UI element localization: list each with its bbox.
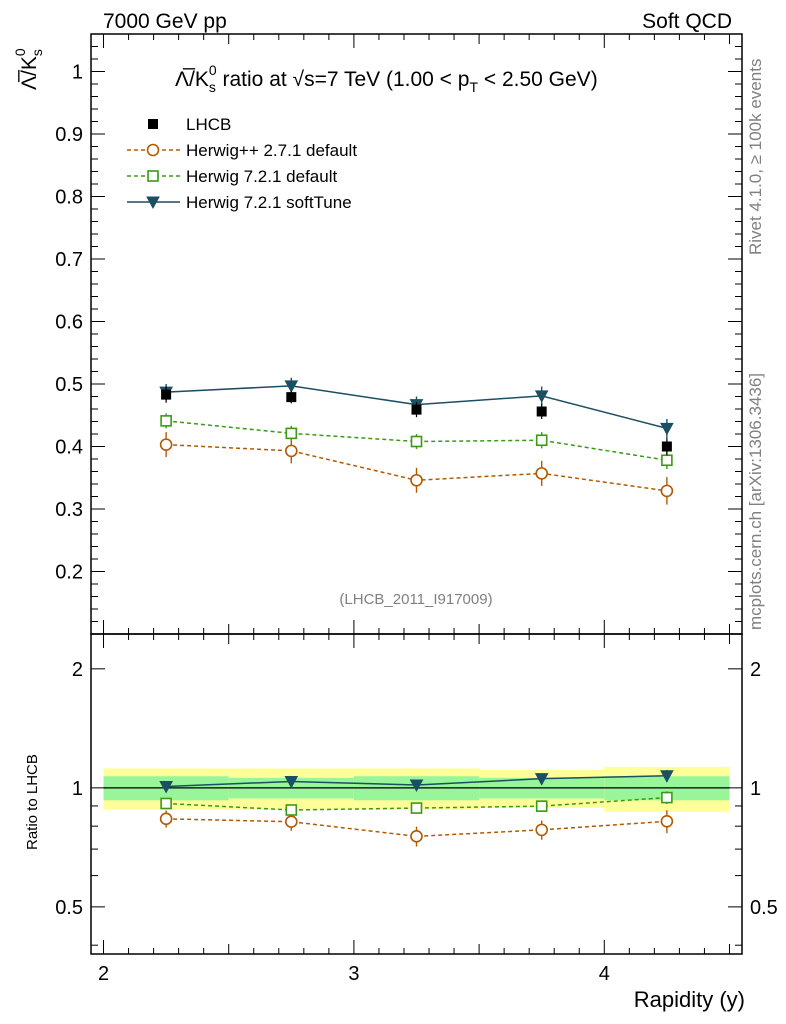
ratio-point (535, 823, 548, 837)
legend-marker-0 (146, 143, 160, 157)
y-tick-label: 0.2 (55, 562, 83, 584)
series-point (410, 473, 423, 487)
ratio-point (660, 815, 674, 828)
legend-marker-1 (147, 170, 159, 182)
x-axis-label: Rapidity (y) (634, 987, 745, 1012)
series-point (410, 435, 423, 448)
y-axis-label: Λ̅/Ks0 (12, 48, 45, 90)
series-point (160, 415, 172, 427)
y-tick-label: 0.6 (55, 312, 83, 334)
x-tick-label: 2 (98, 963, 109, 985)
legend-label-0: Herwig++ 2.7.1 default (186, 141, 357, 160)
y-tick-label: 0.9 (55, 124, 83, 146)
chart-title: Λ̅/Ks0 ratio at √s=7 TeV (1.00 < pT < 2.… (175, 62, 598, 95)
series-point (159, 438, 173, 451)
y-tick-label: 0.4 (55, 437, 83, 459)
series-point (284, 380, 299, 393)
ratio-tick-label: 1 (750, 778, 761, 800)
series-point (661, 454, 673, 467)
y-tick-label: 0.3 (55, 499, 83, 521)
ratio-point (410, 830, 423, 843)
ratio-point (661, 791, 673, 804)
ratio-tick-label: 2 (72, 659, 83, 681)
data-point (536, 406, 547, 417)
svg-text:Λ̅/Ks0: Λ̅/Ks0 (12, 48, 45, 90)
ratio-point (534, 773, 549, 786)
series-point (534, 390, 549, 403)
legend-label-1: Herwig 7.2.1 default (186, 167, 337, 186)
legend-label-2: Herwig 7.2.1 softTune (186, 193, 352, 212)
ratio-point (535, 800, 548, 812)
series-point (660, 484, 674, 498)
legend-marker-2 (146, 196, 160, 210)
ratio-point (285, 804, 298, 816)
series-point (660, 422, 674, 436)
data-point (661, 441, 672, 452)
y-tick-label: 0.7 (55, 249, 83, 271)
ratio-point (285, 815, 298, 829)
y-tick-label: 0.5 (55, 374, 83, 396)
data-point (161, 389, 172, 400)
y-tick-label: 0.8 (55, 187, 83, 209)
svg-text:Λ̅/Ks0 ratio at √s=7 TeV (1.00: Λ̅/Ks0 ratio at √s=7 TeV (1.00 < pT < 2.… (175, 62, 598, 95)
series-point (285, 444, 298, 458)
ratio-point (409, 779, 424, 793)
data-point (286, 392, 297, 403)
ratio-tick-label: 0.5 (55, 897, 83, 919)
data-point (411, 404, 422, 415)
series-point (285, 427, 298, 440)
mcplots-label: mcplots.cern.ch [arXiv:1306.3436] (746, 373, 765, 630)
header-right: Soft QCD (642, 10, 732, 33)
ratio-point (160, 797, 172, 810)
ratio-tick-label: 1 (72, 778, 83, 800)
series-point (535, 434, 548, 447)
ratio-point (159, 812, 173, 826)
analysis-id: (LHCB_2011_I917009) (339, 591, 492, 608)
ratio-tick-label: 2 (750, 659, 761, 681)
y-tick-label: 1 (72, 62, 83, 84)
x-tick-label: 3 (348, 963, 359, 985)
ratio-point (284, 775, 299, 789)
ratio-point (159, 780, 173, 794)
series-point (535, 467, 548, 480)
header-left: 7000 GeV pp (103, 10, 227, 33)
legend-label-data: LHCB (186, 115, 231, 134)
ratio-frame (90, 633, 743, 955)
ratio-y-label: Ratio to LHCB (24, 754, 41, 850)
ratio-point (410, 802, 423, 814)
rivet-label: Rivet 4.1.0, ≥ 100k events (746, 59, 765, 255)
ratio-tick-label: 0.5 (750, 897, 778, 919)
legend-marker-data (148, 119, 158, 129)
ratio-point (660, 770, 674, 783)
x-tick-label: 4 (599, 963, 610, 985)
